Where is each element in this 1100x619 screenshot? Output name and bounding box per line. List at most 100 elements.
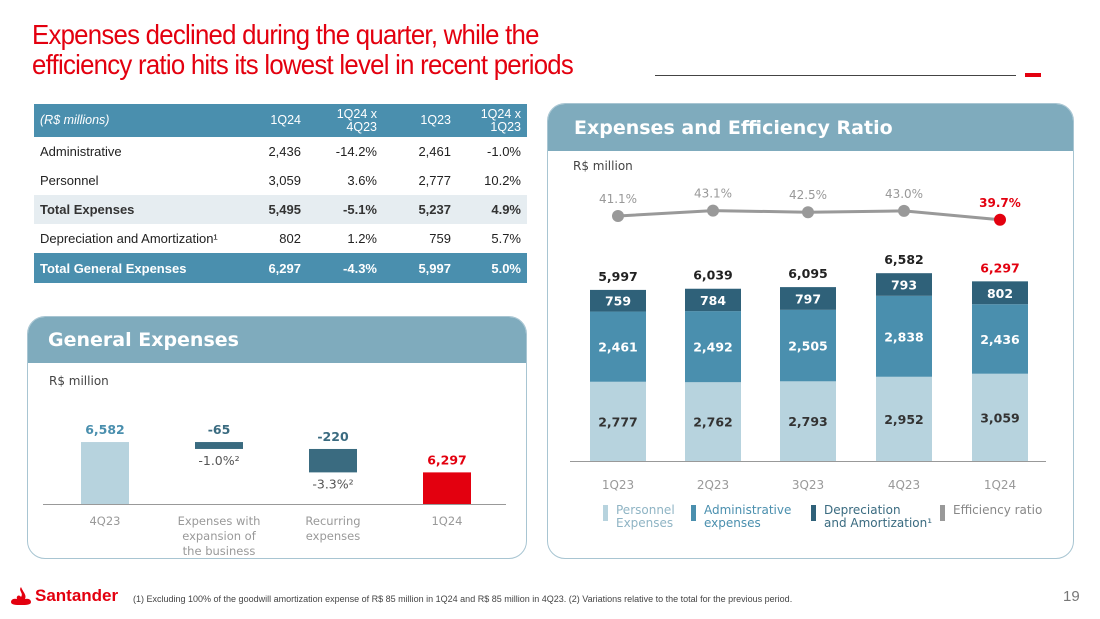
cell-var-1q23: 10.2% [484, 173, 521, 188]
stacked-bar-segment [876, 295, 932, 377]
segment-value-label: 2,777 [598, 414, 638, 429]
cell-var-1q23: -1.0% [487, 144, 521, 159]
footnote: (1) Excluding 100% of the goodwill amort… [133, 594, 793, 604]
cell-var-1q23: 4.9% [457, 195, 527, 224]
header-line: 1Q23 [490, 119, 521, 134]
title-divider [655, 75, 1016, 76]
row-label: Total Expenses [34, 195, 239, 224]
segment-value-label: 2,505 [788, 339, 828, 354]
bar-total-label: 5,997 [598, 269, 638, 284]
cell-var-4q23: 3.6% [347, 173, 377, 188]
legend-label-line: Efficiency ratio [953, 503, 1043, 517]
page-number: 19 [1063, 588, 1080, 605]
x-tick-label: 4Q23 [888, 478, 920, 492]
table-header-row: (R$ millions) 1Q24 1Q24 x 4Q23 1Q23 1Q24 … [34, 104, 527, 137]
stacked-bar-segment [780, 287, 836, 310]
bar-total-label: 6,095 [788, 266, 828, 281]
waterfall-value-label: 6,582 [85, 422, 125, 437]
legend-label-line: Administrative [704, 503, 792, 517]
legend-label: Depreciation and Amortization¹ [824, 504, 932, 530]
efficiency-ratio-label: 43.1% [694, 187, 732, 201]
waterfall-category-label: the business [183, 544, 256, 558]
waterfall-category-label: expenses [306, 529, 360, 543]
legend-item: Administrative expenses [691, 504, 791, 530]
legend-label-line: Expenses [616, 516, 674, 530]
cell-1q24: 802 [279, 231, 301, 246]
legend-item: Efficiency ratio [940, 504, 1042, 521]
segment-value-label: 2,461 [598, 340, 638, 355]
waterfall-category-label: Recurring [305, 514, 360, 528]
row-label: Total General Expenses [34, 253, 239, 283]
stacked-bar-segment [972, 304, 1028, 374]
waterfall-bar [195, 442, 243, 449]
efficiency-ratio-point [707, 204, 719, 217]
efficiency-panel-title: Expenses and Efficiency Ratio [548, 104, 1073, 151]
waterfall-value-label: -65 [208, 422, 231, 437]
waterfall-value-label: 6,297 [427, 452, 467, 467]
stacked-bar-segment [590, 381, 646, 461]
stacked-bar-segment [972, 281, 1028, 305]
row-label: Personnel [40, 173, 99, 188]
bar-total-label: 6,582 [884, 252, 924, 267]
efficiency-panel-unit: R$ million [573, 159, 633, 173]
efficiency-panel: Expenses and Efficiency Ratio R$ million… [547, 103, 1074, 559]
segment-value-label: 793 [891, 277, 917, 292]
cell-1q23: 5,237 [383, 195, 457, 224]
cell-1q24: 3,059 [268, 173, 301, 188]
cell-1q24: 5,495 [239, 195, 307, 224]
waterfall-bar [81, 442, 129, 504]
brand-name: Santander [35, 586, 119, 605]
waterfall-category-label: 4Q23 [89, 514, 120, 528]
legend-swatch [691, 505, 696, 521]
waterfall-bar [309, 448, 357, 473]
segment-value-label: 2,793 [788, 414, 828, 429]
stacked-bar-chart: 2,777 2,461 759 5,997 1Q23 2,762 2,492 784 6,039… [570, 187, 1046, 492]
table-header-var-1q23: 1Q24 x 1Q23 [457, 104, 527, 137]
stacked-bar-segment [590, 289, 646, 312]
legend-swatch [940, 505, 945, 521]
table-row: Administrative 2,436 -14.2% 2,461 -1.0% [34, 137, 527, 166]
stacked-bar-segment [876, 273, 932, 296]
stacked-bar-segment [685, 311, 741, 383]
cell-1q23: 5,997 [383, 253, 457, 283]
cell-var-1q23: 5.0% [457, 253, 527, 283]
page-title: Expenses declined during the quarter, wh… [32, 20, 574, 80]
santander-logo: Santander [10, 586, 118, 606]
page-title-line-2: efficiency ratio hits its lowest level i… [32, 49, 574, 80]
cell-1q23: 2,777 [418, 173, 451, 188]
waterfall-pct-label: -1.0%² [198, 453, 239, 468]
segment-value-label: 2,492 [693, 340, 733, 355]
x-tick-label: 1Q23 [602, 478, 634, 492]
general-expenses-title: General Expenses [28, 317, 526, 363]
waterfall-category-label: 1Q24 [431, 514, 462, 528]
legend-label-line: and Amortization¹ [824, 516, 933, 530]
segment-value-label: 784 [700, 293, 726, 308]
segment-value-label: 2,762 [693, 415, 733, 430]
legend-label: Efficiency ratio [953, 504, 1042, 521]
stacked-bar-segment [780, 309, 836, 382]
general-expenses-unit: R$ million [49, 374, 109, 388]
row-label: Depreciation and Amortization¹ [40, 231, 218, 246]
stacked-bar-segment [876, 376, 932, 461]
efficiency-ratio-point [994, 213, 1006, 226]
legend-swatch [811, 505, 816, 521]
waterfall-bar [423, 472, 471, 504]
efficiency-ratio-label: 39.7% [979, 196, 1021, 210]
x-tick-label: 2Q23 [697, 478, 729, 492]
flame-icon [11, 587, 31, 605]
table-row: Total General Expenses 6,297 -4.3% 5,997 5.0… [34, 253, 527, 283]
legend-item: Personnel Expenses [603, 504, 675, 530]
legend-label-line: Depreciation [824, 503, 901, 517]
waterfall-chart: 6,582 4Q23 -65 -1.0%² Expenses withexpansion… [43, 422, 506, 558]
segment-value-label: 2,838 [884, 329, 924, 344]
segment-value-label: 2,952 [884, 412, 924, 427]
efficiency-ratio-point [802, 206, 814, 219]
waterfall-category-label: expansion of [182, 529, 257, 543]
title-accent-mark [1025, 73, 1041, 77]
cell-1q24: 6,297 [239, 253, 307, 283]
general-expenses-panel: General Expenses R$ million 6,582 4Q23 -65… [27, 316, 527, 559]
expenses-table: (R$ millions) 1Q24 1Q24 x 4Q23 1Q23 1Q24 … [34, 104, 527, 283]
cell-1q24: 2,436 [268, 144, 301, 159]
stacked-bar-segment [685, 288, 741, 312]
cell-var-4q23: -5.1% [307, 195, 383, 224]
